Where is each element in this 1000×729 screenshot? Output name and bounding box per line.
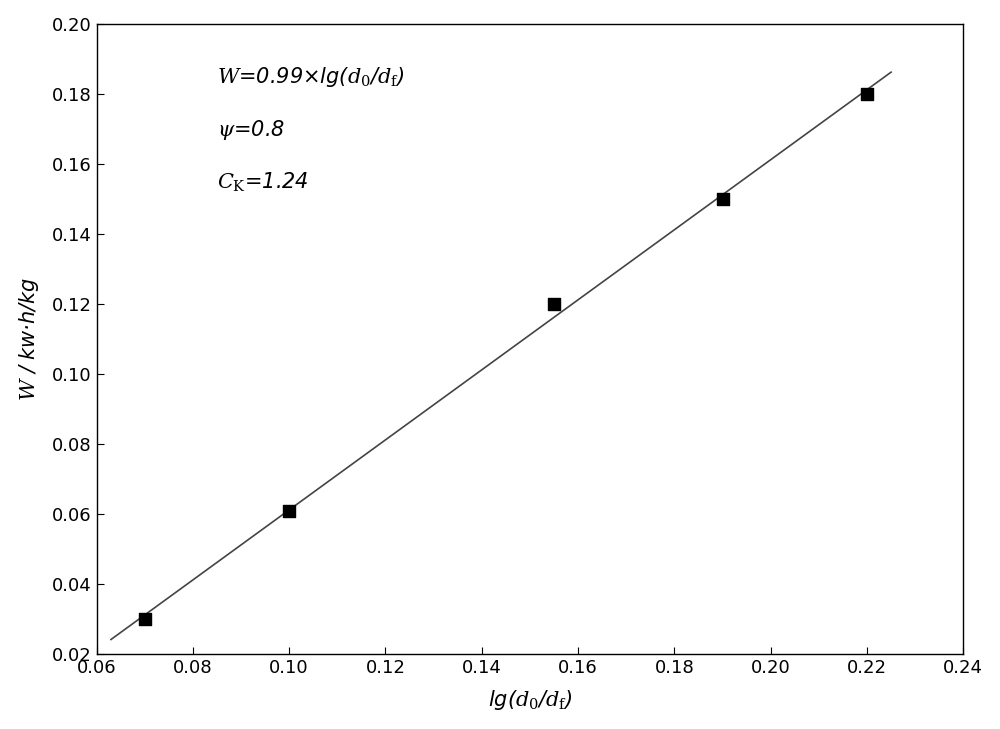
Point [546, 298, 562, 310]
Text: $\psi$=0.8: $\psi$=0.8 [217, 118, 285, 141]
Point [281, 505, 297, 517]
Point [859, 88, 875, 100]
X-axis label: lg($d_0$/$d_\mathrm{f}$): lg($d_0$/$d_\mathrm{f}$) [488, 688, 572, 712]
Point [137, 614, 153, 625]
Text: $W$=0.99×lg($d_0$/$d_\mathrm{f}$): $W$=0.99×lg($d_0$/$d_\mathrm{f}$) [217, 65, 405, 89]
Point [715, 193, 731, 205]
Y-axis label: $W$ / kw·h/kg: $W$ / kw·h/kg [17, 277, 41, 401]
Text: $C_\mathrm{K}$=1.24: $C_\mathrm{K}$=1.24 [217, 171, 308, 194]
